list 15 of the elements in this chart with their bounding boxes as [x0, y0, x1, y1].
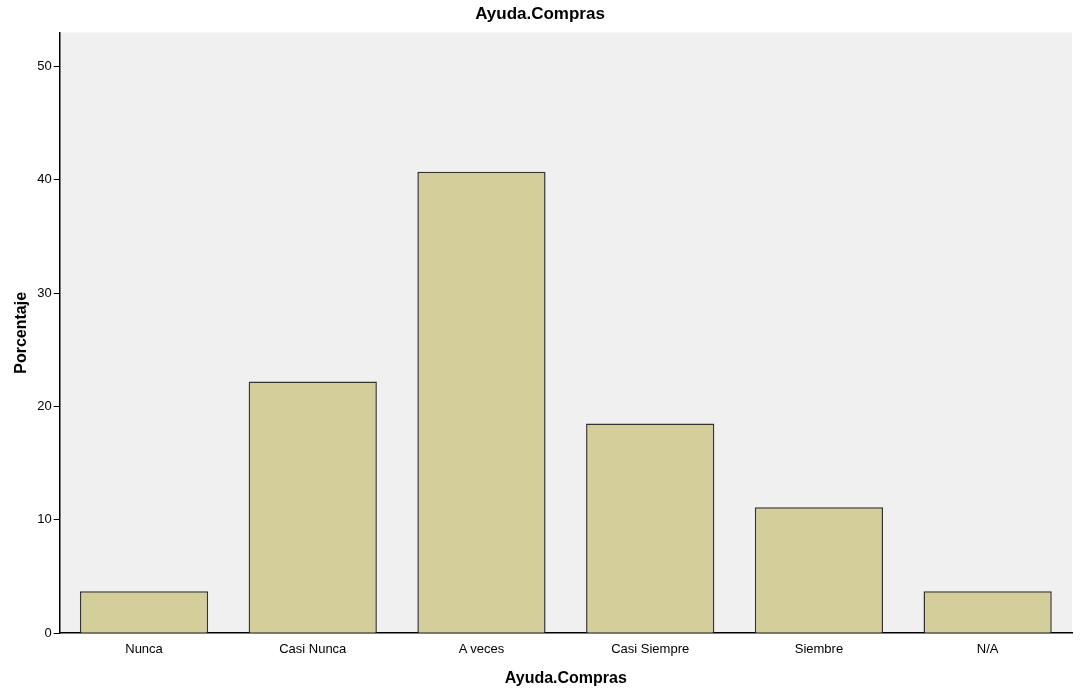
- y-tick-label: 40: [37, 171, 52, 187]
- y-tick-label: 10: [37, 511, 52, 527]
- y-tick-label: 30: [37, 284, 52, 300]
- y-tick-label: 0: [44, 624, 52, 640]
- x-tick-label: N/A: [976, 640, 999, 656]
- y-axis-title: Porcentaje: [12, 291, 30, 374]
- x-tick-label: Nunca: [125, 640, 164, 656]
- x-axis-title: Ayuda.Compras: [504, 668, 627, 686]
- x-tick-label: Casi Nunca: [279, 640, 348, 656]
- x-tick-label: Siembre: [794, 640, 844, 656]
- y-tick-label: 20: [37, 398, 52, 414]
- y-tick-label: 50: [37, 57, 52, 73]
- chart-title: Ayuda.Compras: [475, 3, 605, 23]
- x-tick-label: Casi Siempre: [611, 640, 690, 656]
- x-tick-label: A veces: [458, 640, 505, 656]
